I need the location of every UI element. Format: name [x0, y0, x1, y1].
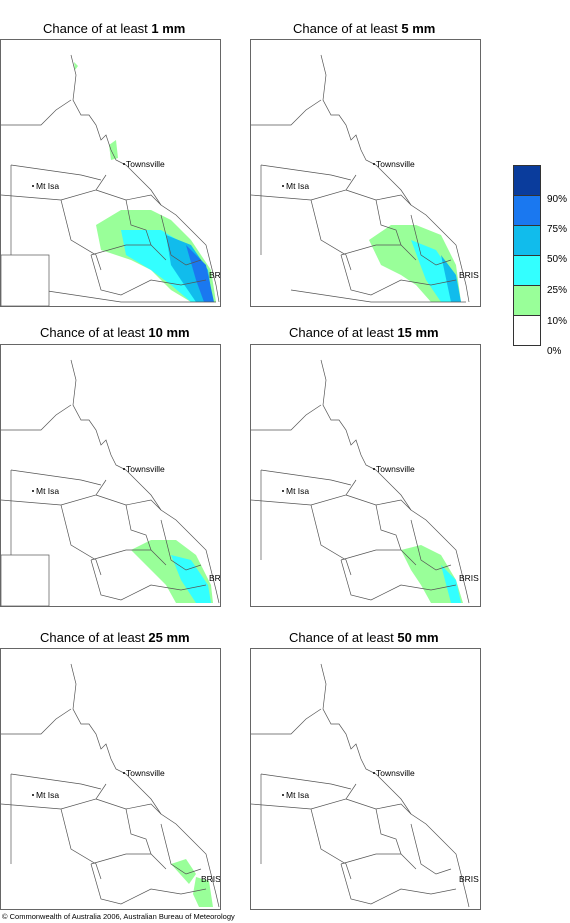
panel-title-50mm: Chance of at least 50 mm	[289, 630, 439, 645]
label-townsville: Townsville	[376, 159, 415, 169]
title-amount: 5 mm	[401, 21, 436, 36]
map-25mm: Townsville Mt Isa BRIS	[0, 648, 221, 910]
copyright-text: © Commonwealth of Australia 2006, Austra…	[2, 912, 235, 921]
label-townsville: Townsville	[376, 464, 415, 474]
map-svg: Townsville Mt Isa BRIS	[1, 663, 220, 908]
title-amount: 1 mm	[151, 21, 186, 36]
legend-swatch-0	[513, 316, 541, 346]
label-bris: BRIS	[459, 270, 479, 280]
label-townsville: Townsville	[126, 159, 165, 169]
label-bris: BRIS	[459, 874, 479, 884]
label-townsville: Townsville	[376, 768, 415, 778]
label-mt-isa: Mt Isa	[286, 181, 309, 191]
label-bris: BRIS	[209, 270, 220, 280]
map-svg: Townsville Mt Isa BRIS	[1, 54, 220, 306]
legend-label-0: 0%	[547, 346, 562, 357]
title-prefix: Chance of at least	[40, 630, 149, 645]
map-outline	[251, 54, 470, 303]
legend-swatch-25	[513, 256, 541, 286]
label-townsville: Townsville	[126, 768, 165, 778]
title-amount: 15 mm	[397, 325, 439, 340]
map-outline	[1, 54, 220, 303]
map-1mm: Townsville Mt Isa BRIS	[0, 39, 221, 307]
label-bris: BRIS	[201, 874, 220, 884]
map-15mm: Townsville Mt Isa BRIS	[250, 344, 481, 607]
rain-area	[369, 225, 461, 302]
title-prefix: Chance of at least	[43, 21, 152, 36]
label-mt-isa: Mt Isa	[36, 181, 59, 191]
title-amount: 25 mm	[148, 630, 190, 645]
title-prefix: Chance of at least	[289, 325, 398, 340]
map-svg: Townsville Mt Isa BRIS	[1, 359, 220, 606]
panel-title-10mm: Chance of at least 10 mm	[40, 325, 190, 340]
map-svg: Townsville Mt Isa BRIS	[251, 663, 479, 908]
map-10mm: Townsville Mt Isa BRIS	[0, 344, 221, 607]
title-prefix: Chance of at least	[293, 21, 402, 36]
label-bris: BRIS	[209, 573, 220, 583]
legend-swatch-50	[513, 226, 541, 256]
label-mt-isa: Mt Isa	[286, 790, 309, 800]
label-mt-isa: Mt Isa	[36, 486, 59, 496]
rain-area	[74, 62, 216, 302]
legend-label-90: 90%	[547, 194, 568, 205]
map-5mm: Townsville Mt Isa BRIS	[250, 39, 481, 307]
label-bris: BRIS	[459, 573, 479, 583]
panel-title-25mm: Chance of at least 25 mm	[40, 630, 190, 645]
rain-area	[401, 545, 463, 603]
map-svg: Townsville Mt Isa BRIS	[251, 359, 479, 604]
panel-title-1mm: Chance of at least 1 mm	[43, 21, 185, 36]
probability-legend	[513, 165, 541, 346]
map-outline	[251, 663, 470, 908]
legend-swatch-90	[513, 165, 541, 196]
panel-title-5mm: Chance of at least 5 mm	[293, 21, 435, 36]
title-prefix: Chance of at least	[289, 630, 398, 645]
legend-label-75: 75%	[547, 224, 568, 235]
label-townsville: Townsville	[126, 464, 165, 474]
legend-label-10: 10%	[547, 316, 568, 327]
legend-label-25: 25%	[547, 285, 568, 296]
map-svg: Townsville Mt Isa BRIS	[251, 54, 479, 303]
map-outline	[1, 359, 220, 604]
legend-swatch-75	[513, 196, 541, 226]
map-50mm: Townsville Mt Isa BRIS	[250, 648, 481, 910]
map-outline	[251, 359, 470, 604]
title-prefix: Chance of at least	[40, 325, 149, 340]
panel-title-15mm: Chance of at least 15 mm	[289, 325, 439, 340]
title-amount: 50 mm	[397, 630, 439, 645]
legend-swatch-10	[513, 286, 541, 316]
label-mt-isa: Mt Isa	[36, 790, 59, 800]
title-amount: 10 mm	[148, 325, 190, 340]
rain-area	[171, 859, 213, 907]
legend-label-50: 50%	[547, 254, 568, 265]
label-mt-isa: Mt Isa	[286, 486, 309, 496]
rain-area	[131, 540, 213, 603]
map-outline	[1, 663, 220, 908]
